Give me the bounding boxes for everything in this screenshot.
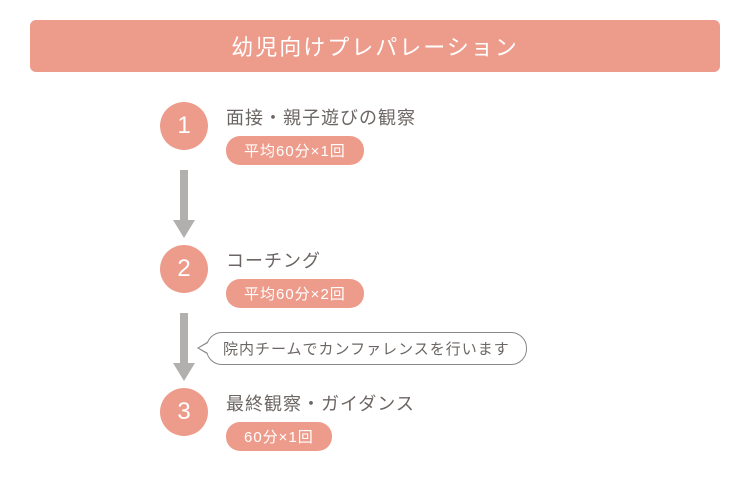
header-title: 幼児向けプレパレーション xyxy=(231,35,519,60)
header-bar: 幼児向けプレパレーション xyxy=(30,20,720,72)
step-body: コーチング 平均60分×2回 xyxy=(226,245,364,308)
step-pill: 平均60分×2回 xyxy=(226,279,364,308)
step-1: 1 面接・親子遊びの観察 平均60分×1回 xyxy=(160,102,720,165)
note-bubble: 院内チームでカンファレンスを行います xyxy=(206,332,527,365)
step-pill: 平均60分×1回 xyxy=(226,136,364,165)
step-title: コーチング xyxy=(226,247,364,273)
step-3: 3 最終観察・ガイダンス 60分×1回 xyxy=(160,388,720,451)
step-body: 面接・親子遊びの観察 平均60分×1回 xyxy=(226,102,416,165)
step-number-circle: 2 xyxy=(160,245,208,293)
step-number-circle: 1 xyxy=(160,102,208,150)
bubble-text: 院内チームでカンファレンスを行います xyxy=(223,341,510,358)
connector-2: 院内チームでカンファレンスを行います xyxy=(176,308,720,388)
step-number: 3 xyxy=(177,398,190,426)
steps-container: 1 面接・親子遊びの観察 平均60分×1回 2 コーチング 平均60分×2回 院… xyxy=(160,102,720,451)
step-number: 2 xyxy=(177,255,190,283)
connector-1 xyxy=(176,165,720,245)
step-number: 1 xyxy=(177,112,190,140)
step-2: 2 コーチング 平均60分×2回 xyxy=(160,245,720,308)
step-number-circle: 3 xyxy=(160,388,208,436)
down-arrow-icon xyxy=(176,170,192,240)
step-title: 最終観察・ガイダンス xyxy=(226,390,415,416)
step-pill: 60分×1回 xyxy=(226,422,332,451)
down-arrow-icon xyxy=(176,313,192,383)
step-title: 面接・親子遊びの観察 xyxy=(226,104,416,130)
step-body: 最終観察・ガイダンス 60分×1回 xyxy=(226,388,415,451)
